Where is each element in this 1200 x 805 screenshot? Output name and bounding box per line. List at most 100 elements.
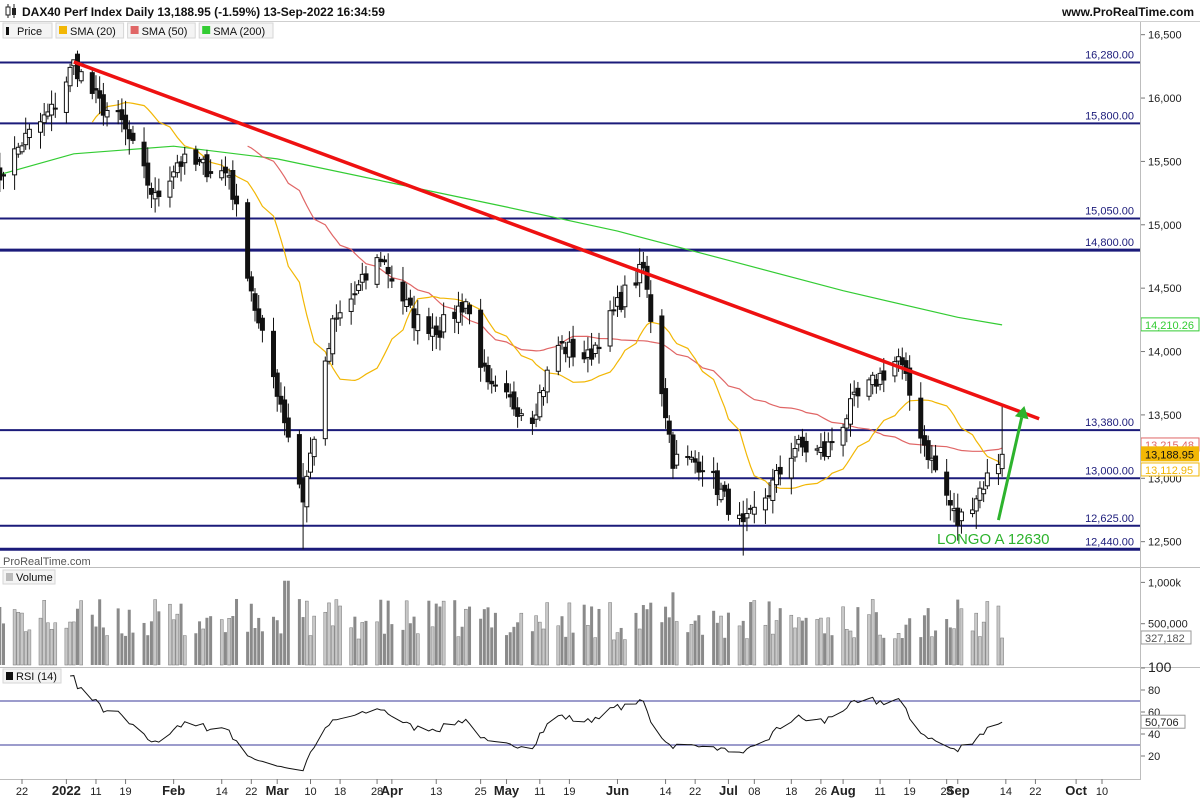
candle xyxy=(37,112,43,149)
price-panel: Price SMA (20) SMA (50) SMA (200) 16,280.00… xyxy=(0,22,1140,568)
volume-bar xyxy=(149,621,153,665)
volume-bar xyxy=(996,605,1001,666)
candle xyxy=(407,289,413,309)
volume-bar xyxy=(870,599,875,666)
volume-bar xyxy=(23,631,28,666)
volume-bar xyxy=(301,617,305,665)
site-label[interactable]: www.ProRealTime.com xyxy=(1061,5,1194,19)
volume-bar xyxy=(826,617,831,666)
legend-item-sma-20[interactable]: SMA (20) xyxy=(55,22,125,39)
candle xyxy=(511,381,517,416)
volume-bar xyxy=(737,625,742,666)
volume-bar xyxy=(774,620,779,666)
volume-bar xyxy=(334,599,339,666)
x-tick-label: 25 xyxy=(475,786,487,798)
volume-bar xyxy=(597,608,601,665)
candle xyxy=(770,468,776,514)
candle xyxy=(692,450,698,474)
volume-bar xyxy=(349,627,353,666)
level-label: 12,625.00 xyxy=(1085,513,1134,525)
x-tick-label: Jul xyxy=(719,783,738,798)
candle xyxy=(970,497,976,518)
volume-bar xyxy=(90,614,94,665)
volume-bar xyxy=(297,599,301,665)
candle-icon xyxy=(5,4,16,18)
legend-label: Volume xyxy=(16,572,53,584)
volume-bar xyxy=(634,612,638,665)
candle xyxy=(0,152,3,192)
volume-panel: Volume 1,000k 500,000 327,182 xyxy=(0,567,1200,666)
volume-bar xyxy=(867,614,871,666)
x-tick-label: 14 xyxy=(1000,786,1012,798)
legend-chip xyxy=(2,569,56,585)
horizontal-levels: 16,280.00 15,800.00 15,050.00 14,800.00 13,3… xyxy=(0,50,1140,551)
candle xyxy=(326,342,332,365)
volume-bar xyxy=(205,617,209,665)
price-panel-bg xyxy=(0,22,1140,567)
volume-bar xyxy=(323,611,328,666)
volume-bar xyxy=(845,628,849,666)
volume-bar xyxy=(741,620,745,665)
candle xyxy=(984,458,990,490)
volume-bar xyxy=(157,611,161,665)
volume-bar xyxy=(778,608,782,665)
candle xyxy=(441,302,447,339)
candle xyxy=(12,136,18,190)
volume-bar xyxy=(486,607,490,665)
volume-bar xyxy=(848,630,853,666)
candle xyxy=(892,356,898,383)
candle xyxy=(825,432,831,460)
volume-bar xyxy=(279,633,283,665)
legend-item-sma-200[interactable]: SMA (200) xyxy=(198,22,274,39)
level-label: 15,800.00 xyxy=(1085,110,1134,122)
volume-bar xyxy=(952,628,956,666)
watermark: ProRealTime.com xyxy=(3,556,91,568)
price-legend: Price SMA (20) SMA (50) SMA (200) xyxy=(2,22,274,39)
volume-bar xyxy=(246,631,250,665)
x-tick-label: 11 xyxy=(874,786,885,798)
legend-swatch xyxy=(59,26,67,34)
price-axis[interactable]: 16,500 16,000 15,500 15,000 14,500 14,000 13,5… xyxy=(1140,30,1200,549)
candle xyxy=(492,375,498,392)
volume-bar xyxy=(283,580,287,665)
legend-chip xyxy=(127,22,196,39)
candle xyxy=(515,397,521,428)
red-trendline xyxy=(73,60,1040,421)
indicator-badge: 14,210.26 xyxy=(1140,317,1200,332)
legend-item-price[interactable]: Price xyxy=(2,22,53,39)
level-label: 12,440.00 xyxy=(1085,536,1134,548)
volume-bar xyxy=(900,638,904,665)
candle xyxy=(455,291,461,335)
candle xyxy=(93,75,99,104)
x-tick-label: Apr xyxy=(381,783,403,798)
volume-axis[interactable]: 1,000k 500,000 327,182 xyxy=(1140,577,1192,645)
candle xyxy=(356,279,362,294)
legend-item-sma-50[interactable]: SMA (50) xyxy=(127,22,196,39)
volume-bar xyxy=(586,625,590,666)
volume-bar xyxy=(53,622,58,666)
volume-bar xyxy=(356,638,361,666)
candle xyxy=(307,437,313,479)
volume-bar xyxy=(556,625,561,666)
indicator-badge: 13,112.95 xyxy=(1140,462,1200,477)
x-tick-label: 14 xyxy=(659,786,671,798)
x-tick-label: Aug xyxy=(830,783,855,798)
volume-bar xyxy=(978,636,982,666)
x-tick-label: May xyxy=(494,783,520,798)
candle xyxy=(840,423,846,457)
volume-bar xyxy=(408,623,412,665)
price-tick-label: 12,500 xyxy=(1148,537,1182,549)
candle xyxy=(130,125,136,145)
volume-bar xyxy=(645,609,649,665)
x-tick-label: 29 xyxy=(941,786,953,798)
volume-bar xyxy=(956,599,960,665)
volume-bar xyxy=(198,621,202,665)
volume-bar xyxy=(179,603,183,665)
candle xyxy=(722,481,728,497)
volume-bar xyxy=(375,621,379,666)
candle xyxy=(415,300,421,345)
x-tick-label: Jun xyxy=(606,783,629,798)
volume-bar xyxy=(686,632,690,665)
